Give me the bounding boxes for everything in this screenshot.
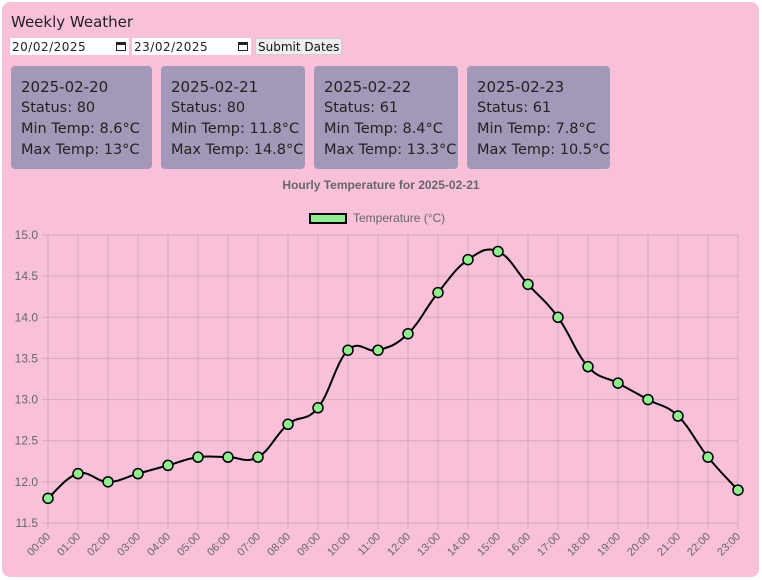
card-max-temp: Max Temp: 14.8°C [171, 142, 304, 158]
data-point [132, 467, 144, 480]
y-tick-label: 15.0 [15, 228, 39, 242]
y-tick-label: 13.5 [15, 351, 39, 365]
calendar-icon[interactable] [238, 41, 248, 51]
data-point [222, 451, 234, 463]
card-date: 2025-02-20 [21, 78, 109, 96]
end-date-input[interactable]: 23/02/2025 [132, 38, 251, 55]
data-point [672, 410, 684, 422]
data-point [732, 484, 744, 496]
end-date-value: 23/02/2025 [134, 39, 209, 54]
data-point [282, 418, 294, 431]
card-min-temp: Min Temp: 8.6°C [21, 121, 140, 137]
card-status: Status: 80 [21, 100, 96, 116]
x-tick-label: 20:00 [625, 531, 653, 559]
x-tick-label: 01:00 [55, 531, 83, 559]
forecast-card: 2025-02-20 Status: 80 Min Temp: 8.6°C Ma… [11, 66, 152, 169]
card-max-temp: Max Temp: 10.5°C [477, 142, 610, 158]
y-tick-label: 14.5 [15, 269, 39, 283]
x-tick-label: 07:00 [235, 531, 263, 559]
data-point [462, 253, 474, 266]
card-status: Status: 61 [477, 100, 552, 116]
y-tick-label: 11.5 [16, 516, 39, 530]
data-point [702, 451, 714, 463]
start-date-input[interactable]: 20/02/2025 [10, 38, 129, 55]
forecast-card: 2025-02-23 Status: 61 Min Temp: 7.8°C Ma… [467, 66, 610, 169]
submit-dates-button[interactable]: Submit Dates [255, 38, 343, 55]
data-point [612, 377, 624, 389]
card-min-temp: Min Temp: 7.8°C [477, 121, 596, 137]
data-point [42, 492, 54, 505]
data-point [552, 311, 564, 324]
x-tick-label: 05:00 [175, 531, 203, 559]
data-point [432, 286, 444, 299]
chart-title: Hourly Temperature for 2025-02-21 [282, 178, 480, 192]
data-point [372, 344, 384, 356]
forecast-card: 2025-02-22 Status: 61 Min Temp: 8.4°C Ma… [314, 66, 458, 169]
x-tick-label: 00:00 [25, 531, 53, 559]
x-tick-label: 13:00 [415, 531, 443, 559]
data-point [522, 278, 534, 291]
y-tick-label: 14.0 [15, 310, 39, 324]
page-title: Weekly Weather [11, 13, 134, 31]
x-tick-label: 04:00 [145, 531, 173, 559]
x-tick-label: 21:00 [655, 531, 683, 559]
x-tick-label: 06:00 [205, 531, 233, 559]
data-point [492, 245, 504, 258]
calendar-icon[interactable] [116, 41, 126, 51]
data-point [342, 344, 354, 356]
x-tick-label: 08:00 [265, 531, 293, 559]
x-tick-label: 02:00 [85, 531, 113, 559]
temperature-line [47, 248, 739, 500]
card-min-temp: Min Temp: 8.4°C [324, 121, 443, 137]
y-tick-label: 13.0 [15, 393, 39, 407]
x-tick-label: 22:00 [685, 531, 713, 559]
data-point [402, 327, 414, 340]
x-tick-label: 18:00 [565, 531, 593, 559]
x-tick-label: 12:00 [385, 531, 413, 559]
card-min-temp: Min Temp: 11.8°C [171, 121, 300, 137]
x-tick-label: 15:00 [475, 531, 503, 559]
card-date: 2025-02-23 [477, 78, 565, 96]
data-point [192, 451, 204, 463]
data-point [642, 393, 654, 406]
x-tick-label: 03:00 [115, 531, 143, 559]
start-date-value: 20/02/2025 [12, 39, 87, 54]
chart-legend[interactable]: Temperature (°C) [309, 211, 445, 225]
data-point [582, 360, 594, 373]
x-tick-label: 19:00 [595, 531, 623, 559]
legend-swatch[interactable] [309, 212, 347, 224]
data-point [72, 467, 84, 480]
x-tick-label: 11:00 [356, 531, 383, 558]
data-point [102, 476, 114, 488]
x-tick-label: 23:00 [715, 531, 743, 559]
y-tick-label: 12.5 [15, 434, 39, 448]
card-status: Status: 80 [171, 100, 246, 116]
legend-label[interactable]: Temperature (°C) [353, 211, 446, 225]
card-date: 2025-02-21 [171, 78, 259, 96]
data-point [312, 402, 324, 414]
date-selector: 20/02/2025 23/02/2025 Submit Dates [10, 38, 343, 55]
card-max-temp: Max Temp: 13°C [21, 142, 140, 158]
card-status: Status: 61 [324, 100, 399, 116]
x-tick-label: 17:00 [535, 531, 563, 559]
card-max-temp: Max Temp: 13.3°C [324, 142, 457, 158]
data-point [252, 451, 264, 463]
x-tick-label: 10:00 [325, 531, 353, 559]
card-date: 2025-02-22 [324, 78, 412, 96]
x-tick-label: 16:00 [505, 531, 533, 559]
x-tick-label: 14:00 [445, 531, 473, 559]
forecast-card: 2025-02-21 Status: 80 Min Temp: 11.8°C M… [161, 66, 305, 169]
x-tick-label: 09:00 [295, 531, 323, 559]
data-point [162, 459, 174, 472]
y-tick-label: 12.0 [15, 475, 39, 489]
